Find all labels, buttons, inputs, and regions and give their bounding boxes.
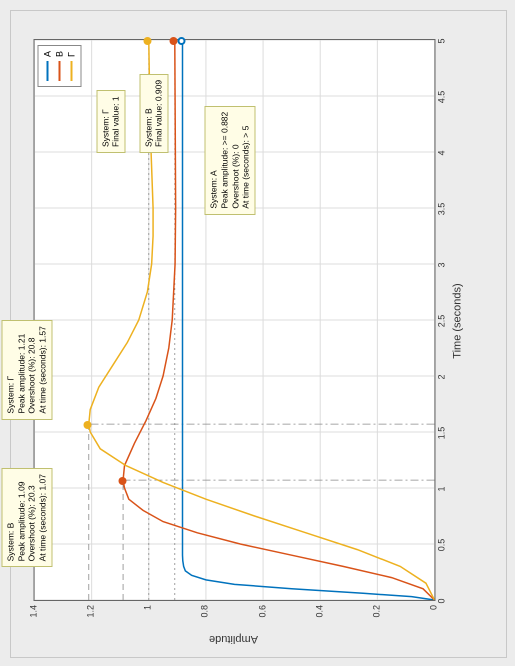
legend-swatch <box>46 61 48 81</box>
y-tick: 0.8 <box>199 605 209 618</box>
x-tick: 2 <box>436 374 446 379</box>
legend-item: Γ <box>65 51 77 81</box>
tooltip-line: System: A <box>208 112 219 209</box>
tooltip: System: ΓPeak amplitude: 1.21Overshoot (… <box>1 320 52 419</box>
marker-A <box>177 37 185 45</box>
legend-item: A <box>41 51 53 81</box>
tooltip-line: Peak amplitude: 1.21 <box>16 326 27 413</box>
x-tick: 3 <box>436 262 446 267</box>
y-tick: 1 <box>142 605 152 610</box>
legend-item: B <box>53 51 65 81</box>
x-tick: 5 <box>436 38 446 43</box>
tooltip-line: Peak amplitude: 1.09 <box>16 474 27 561</box>
tooltip-line: System: Γ <box>5 326 16 413</box>
tooltip: System: APeak amplitude: >= 0.882Oversho… <box>204 106 255 215</box>
tooltip: System: BFinal value: 0.909 <box>139 74 168 153</box>
x-tick: 3.5 <box>436 203 446 216</box>
tooltip-line: System: Γ <box>100 96 111 147</box>
y-tick: 1.2 <box>85 605 95 618</box>
tooltip-line: Overshoot (%): 20.8 <box>26 326 37 413</box>
y-tick: 1.4 <box>28 605 38 618</box>
legend-label: B <box>54 51 64 57</box>
x-tick: 0.5 <box>436 539 446 552</box>
x-tick: 4.5 <box>436 91 446 104</box>
tooltip-line: Peak amplitude: >= 0.882 <box>219 112 230 209</box>
x-tick: 1 <box>436 486 446 491</box>
legend-swatch <box>58 61 60 81</box>
x-tick: 0 <box>436 598 446 603</box>
tooltip-line: At time (seconds): 1.07 <box>37 474 48 561</box>
tooltip-line: At time (seconds): > 5 <box>240 112 251 209</box>
y-tick: 0.2 <box>371 605 381 618</box>
marker-Γ <box>83 421 91 429</box>
y-axis-label: Amplitude <box>209 633 258 645</box>
y-tick: 0.6 <box>257 605 267 618</box>
x-tick: 1.5 <box>436 427 446 440</box>
tooltip-line: Final value: 1 <box>110 96 121 147</box>
y-tick: 0 <box>428 605 438 610</box>
chart-rotated-container: Time (seconds) Amplitude ABΓ 0 0.5 1 1.5 2 2.… <box>11 11 506 657</box>
legend: ABΓ <box>37 45 81 87</box>
tooltip-line: At time (seconds): 1.57 <box>37 326 48 413</box>
x-tick: 2.5 <box>436 315 446 328</box>
marker-B <box>118 477 126 485</box>
legend-label: A <box>42 51 52 57</box>
tooltip: System: BPeak amplitude: 1.09Overshoot (… <box>1 468 52 567</box>
y-tick: 0.4 <box>314 605 324 618</box>
legend-label: Γ <box>66 52 76 57</box>
tooltip-line: System: B <box>5 474 16 561</box>
tooltip: System: ΓFinal value: 1 <box>96 90 125 153</box>
marker-B <box>169 37 177 45</box>
x-tick: 4 <box>436 150 446 155</box>
tooltip-line: Overshoot (%): 20.3 <box>26 474 37 561</box>
tooltip-line: Overshoot (%): 0 <box>230 112 241 209</box>
tooltip-line: Final value: 0.909 <box>153 80 164 147</box>
x-axis-label: Time (seconds) <box>451 283 463 358</box>
tooltip-line: System: B <box>143 80 154 147</box>
marker-Γ <box>143 37 151 45</box>
legend-swatch <box>70 61 72 81</box>
